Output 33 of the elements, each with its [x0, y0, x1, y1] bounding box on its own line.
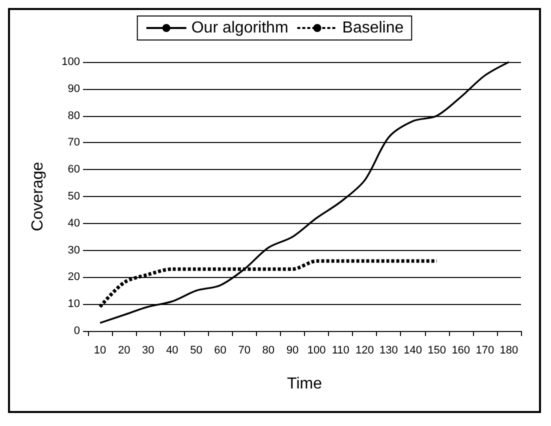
x-tick-label: 180: [500, 344, 518, 356]
x-tick-label: 30: [142, 344, 154, 356]
y-tick-label: 40: [68, 217, 80, 230]
x-tick-label: 10: [94, 344, 106, 356]
x-tick-label: 80: [262, 344, 275, 356]
y-tick-label: 30: [68, 244, 80, 256]
x-tick-label: 40: [166, 344, 178, 356]
x-tick-label: 170: [476, 344, 494, 356]
x-tick-label: 100: [307, 344, 326, 356]
x-axis-title: Time: [287, 376, 322, 392]
y-axis-title: Coverage: [30, 162, 46, 232]
x-tick-label: 110: [332, 344, 350, 356]
x-tick-label: 90: [286, 344, 299, 356]
x-tick-label: 60: [214, 344, 226, 356]
y-tick-label: 10: [68, 298, 80, 310]
x-tick-label: 120: [355, 344, 374, 356]
legend-label: Baseline: [342, 20, 404, 36]
y-tick-label: 0: [74, 325, 80, 337]
legend-label: Our algorithm: [191, 20, 288, 36]
y-tick-label: 80: [68, 110, 80, 122]
x-tick-label: 70: [238, 344, 250, 356]
x-tick-label: 50: [190, 344, 202, 356]
y-tick-label: 70: [68, 136, 80, 149]
x-tick-label: 130: [380, 344, 398, 356]
x-tick-label: 150: [428, 344, 446, 356]
x-tick-label: 20: [118, 344, 130, 356]
x-tick-label: 140: [404, 344, 422, 356]
x-tick-label: 160: [452, 344, 470, 356]
y-tick-label: 60: [68, 164, 80, 176]
y-tick-label: 100: [62, 56, 80, 68]
y-tick-label: 90: [68, 82, 80, 95]
y-tick-label: 50: [68, 190, 80, 202]
y-tick-label: 20: [68, 271, 80, 284]
